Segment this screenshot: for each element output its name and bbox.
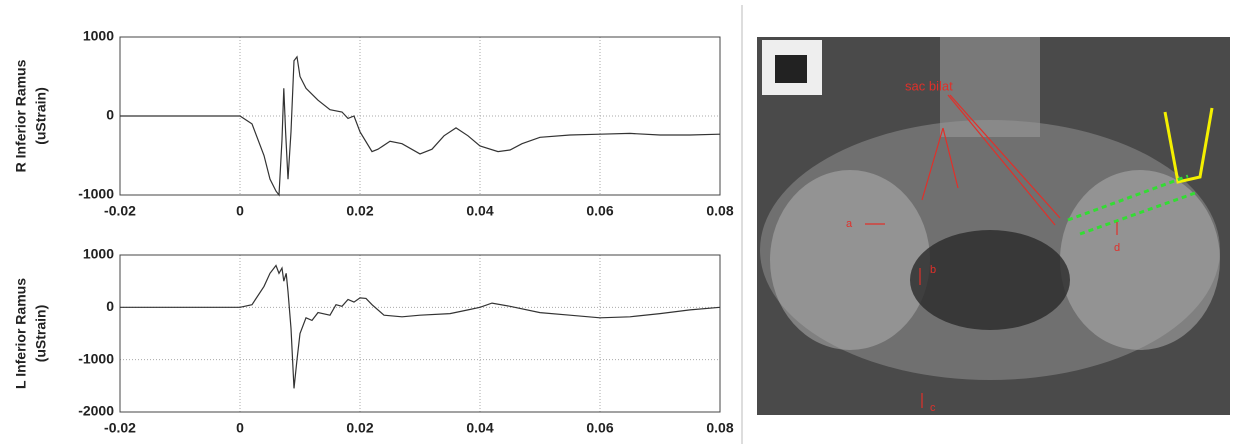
annotation: c	[930, 402, 936, 414]
green-guide	[1079, 190, 1199, 236]
marker-hole	[775, 55, 807, 83]
pelvic-inlet	[910, 230, 1070, 330]
annotation: b	[930, 264, 936, 276]
y-tick-label: 1000	[83, 28, 114, 44]
y-axis-label: L Inferior Ramus	[13, 278, 29, 389]
ilium-left	[770, 170, 930, 350]
annotation: sac bilat	[905, 78, 953, 93]
x-tick-label: 0.08	[706, 420, 733, 436]
x-tick-label: -0.02	[104, 203, 136, 219]
x-tick-label: 0.02	[346, 203, 373, 219]
x-tick-label: -0.02	[104, 420, 136, 436]
plot-frame	[119, 254, 721, 413]
x-tick-label: 0.04	[466, 203, 493, 219]
y-axis-label: (uStrain)	[33, 305, 49, 363]
x-tick-label: 0.02	[346, 420, 373, 436]
x-tick-label: 0	[236, 420, 244, 436]
x-tick-label: 0.06	[586, 203, 613, 219]
ilium-right	[1060, 170, 1220, 350]
y-tick-label: -2000	[78, 403, 114, 419]
x-tick-label: 0	[236, 203, 244, 219]
y-axis-label: (uStrain)	[33, 87, 49, 145]
y-tick-label: 0	[106, 107, 114, 123]
pointer-lines	[865, 94, 1118, 408]
x-tick-label: 0.08	[706, 203, 733, 219]
annotation: a	[846, 218, 853, 230]
data-line	[120, 264, 721, 389]
y-tick-label: 1000	[83, 246, 114, 262]
y-tick-label: -1000	[78, 350, 114, 366]
y-tick-label: -1000	[78, 186, 114, 202]
annotation: d	[1114, 242, 1120, 254]
spine	[940, 37, 1040, 137]
y-axis-label: R Inferior Ramus	[13, 59, 29, 172]
y-tick-label: 0	[106, 298, 114, 314]
x-tick-label: 0.06	[586, 420, 613, 436]
yellow-guide	[1163, 107, 1214, 184]
xray-image: sac bilat a b c d	[757, 37, 1230, 415]
data-line	[120, 55, 721, 197]
green-guide	[1067, 174, 1189, 222]
x-tick-label: 0.04	[466, 420, 493, 436]
